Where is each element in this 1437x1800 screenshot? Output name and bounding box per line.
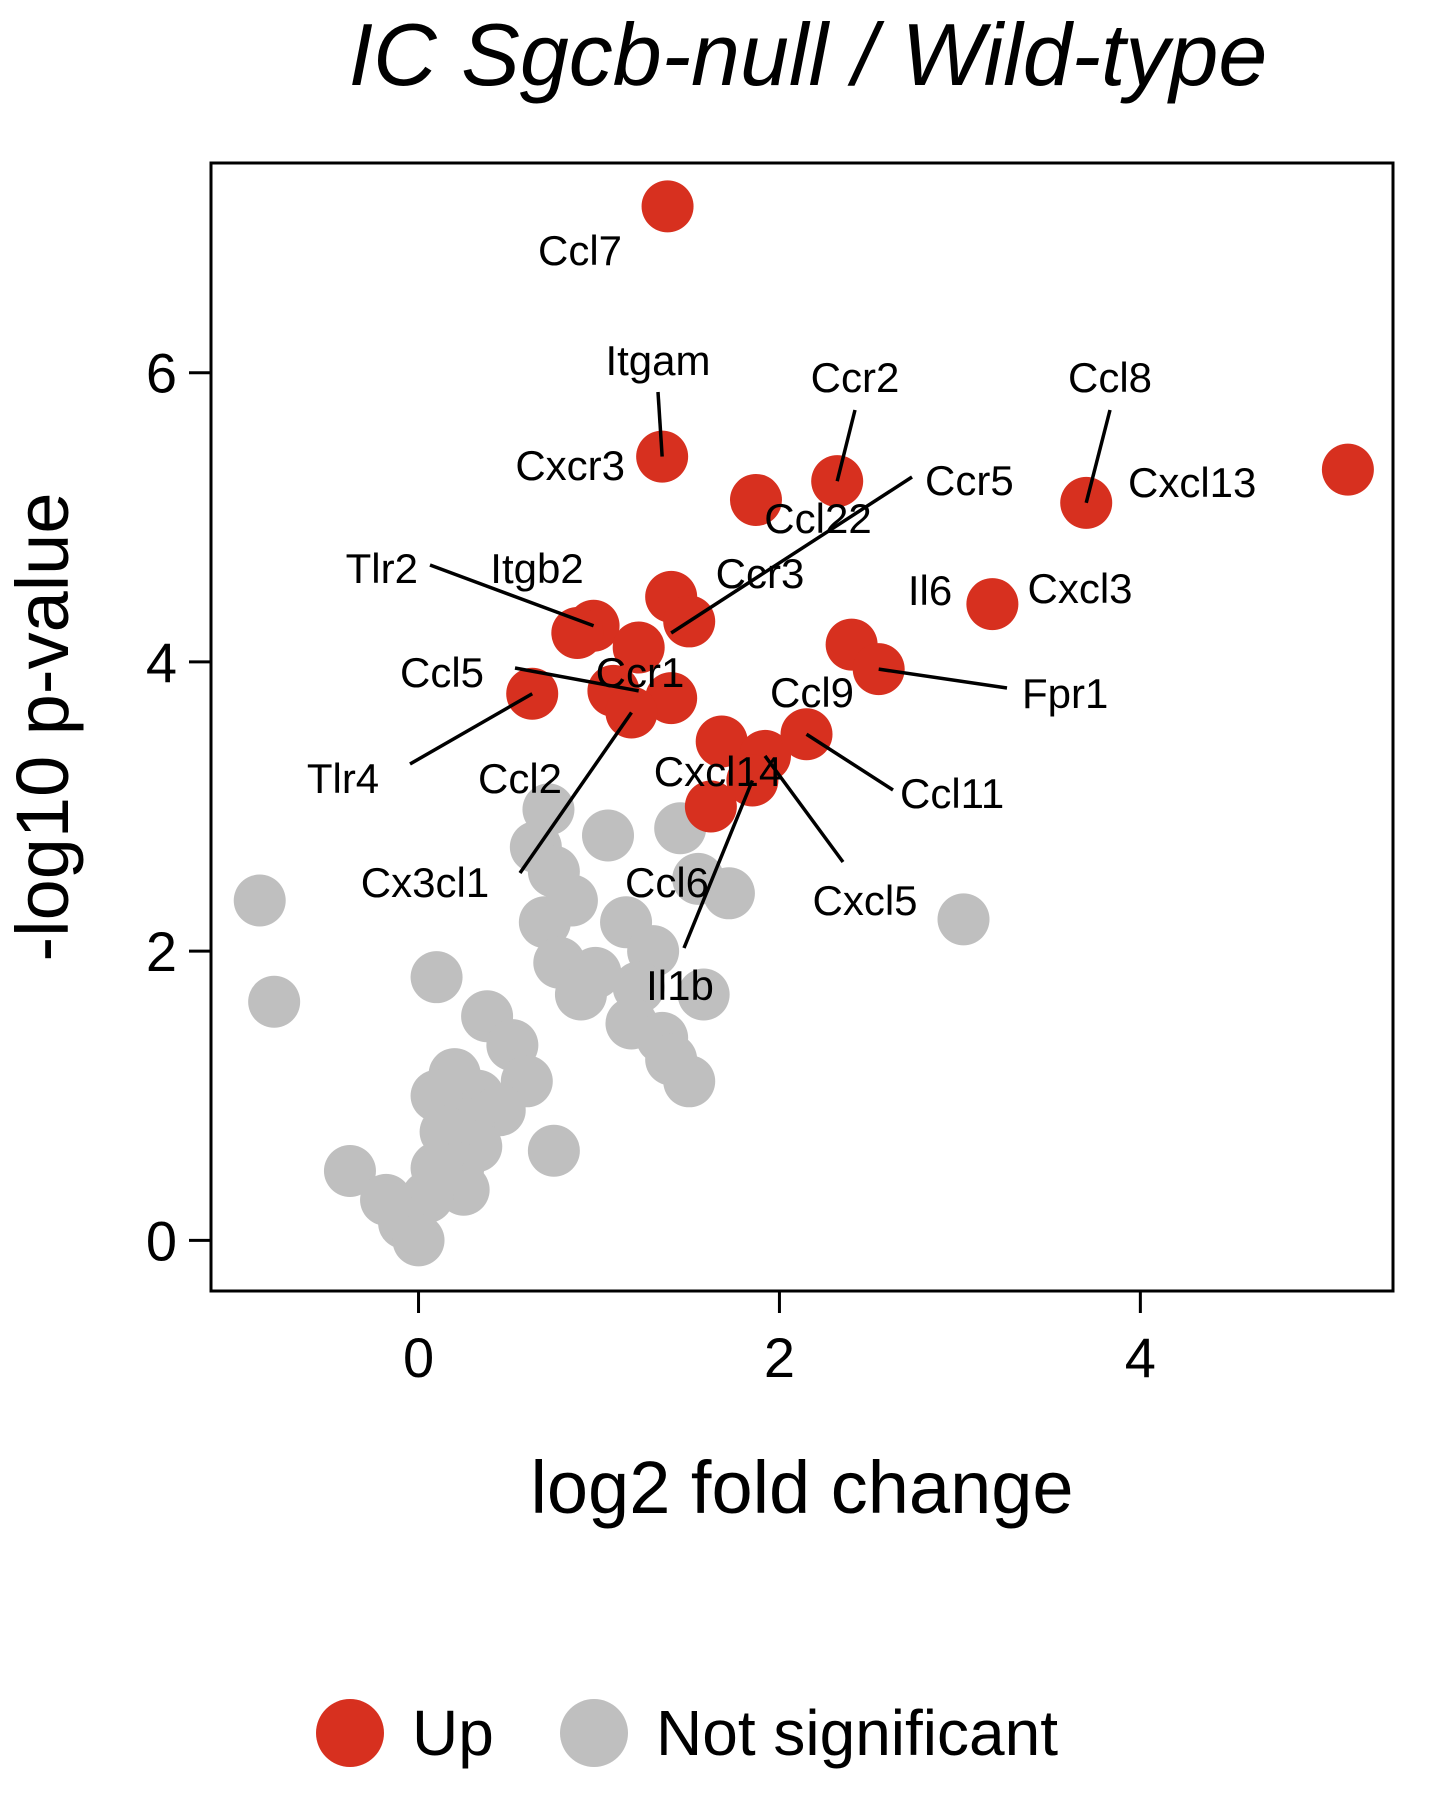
point-up [729,473,782,526]
y-tick-label: 4 [146,631,177,694]
x-tick-label: 0 [403,1326,434,1389]
point-not-significant [527,1124,580,1177]
point-up [1321,443,1374,496]
gene-label: Ccl22 [764,495,871,542]
y-tick-label: 6 [146,342,177,405]
point-not-significant [677,968,730,1021]
label-leader-line [763,754,845,864]
legend-swatch-up [316,1699,384,1767]
gene-label: Ccl6 [625,859,709,906]
gene-label: Tlr2 [346,545,418,592]
gene-label: Cxcr3 [515,442,625,489]
gene-label: Ccl9 [770,669,854,716]
x-tick-label: 2 [764,1326,795,1389]
gene-label: Il6 [908,567,952,614]
gene-label: Itgam [605,337,710,384]
gene-label: Cxcl3 [1027,565,1132,612]
gene-label: Itgb2 [490,545,583,592]
point-not-significant [392,1214,445,1267]
gene-label: Ccl11 [900,770,1004,817]
point-up [966,578,1019,631]
point-up [612,621,665,674]
chart-title: IC Sgcb-null / Wild-type [349,5,1268,104]
point-not-significant [248,975,301,1028]
point-up [641,180,694,233]
gene-label: Ccl7 [538,227,622,274]
gene-label: Ccl2 [478,755,562,802]
legend-swatch-not-significant [560,1699,628,1767]
label-leader-line [670,475,913,635]
gene-label: Ccr1 [596,649,685,696]
legend-label-not-significant: Not significant [656,1697,1058,1769]
point-not-significant [582,809,635,862]
y-axis: 0 2 4 6 [146,342,211,1272]
x-tick-label: 4 [1125,1326,1156,1389]
point-up [1060,476,1113,529]
label-leader-lines [409,391,1112,949]
gene-labels: Ccl7 Itgam Ccr2 Ccl8 Cxcr3 Ccr5 Cxcl13 Ccl22 Tlr… [307,227,1257,1009]
gene-label: Tlr4 [307,755,379,802]
y-tick-label: 2 [146,920,177,983]
point-not-significant [410,951,463,1004]
label-leader-line [429,563,595,628]
point-not-significant [518,896,571,949]
series-not-significant [233,783,990,1267]
label-leader-line [514,666,640,693]
plot-panel [209,161,1395,1293]
gene-label: Cxcl13 [1128,459,1256,506]
gene-label: Cxcl5 [812,877,917,924]
series-up [506,180,1374,833]
x-axis-title: log2 fold change [530,1446,1073,1529]
point-not-significant [323,1144,376,1197]
gene-label: Ccl5 [400,649,484,696]
label-leader-line [835,409,857,482]
point-up [695,715,748,768]
label-leader-line [682,779,754,949]
gene-label: Ccr3 [716,550,805,597]
point-up [645,672,698,725]
gene-label: Cx3cl1 [361,859,489,906]
label-leader-line [1084,409,1112,504]
gene-label: Cxcl14 [654,748,782,795]
y-tick-label: 0 [146,1209,177,1272]
point-not-significant [937,893,990,946]
y-axis-title: -log10 p-value [1,493,84,962]
gene-label: Ccr5 [925,457,1014,504]
gene-label: Ccr2 [811,354,900,401]
gene-label: Ccl8 [1068,354,1152,401]
point-not-significant [663,1055,716,1108]
gene-label: Fpr1 [1022,670,1108,717]
label-leader-line [805,732,894,792]
point-not-significant [569,946,622,999]
label-leader-line [409,692,534,766]
label-leader-line [656,391,664,457]
x-axis: 0 2 4 [403,1291,1156,1389]
point-up [684,780,737,833]
label-leader-line [878,667,1008,690]
legend: Up Not significant [316,1697,1058,1769]
legend-label-up: Up [412,1697,494,1769]
gene-label: Il1b [646,962,714,1009]
label-leader-line [518,711,633,874]
point-not-significant [233,874,286,927]
point-up [551,607,604,659]
point-not-significant [702,867,755,920]
